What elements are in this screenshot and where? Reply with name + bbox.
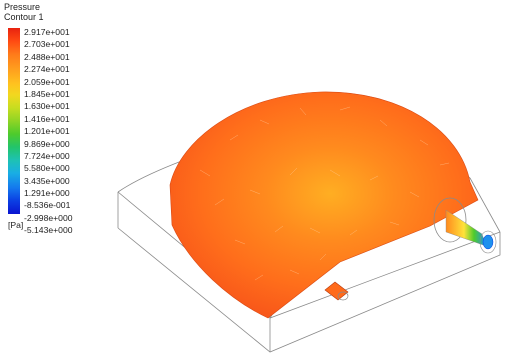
tick-label: 1.845e+001 xyxy=(24,88,70,99)
mesh-speckle xyxy=(199,106,450,281)
legend-body: 2.917e+001 2.703e+001 2.488e+001 2.274e+… xyxy=(4,26,134,235)
tick-label: 7.724e+000 xyxy=(24,150,70,161)
outlet-nozzle xyxy=(433,197,497,254)
tick-label: 9.869e+000 xyxy=(24,138,70,149)
pressure-surface xyxy=(169,91,479,319)
tick-label: -2.998e+000 xyxy=(24,212,73,223)
tick-label: 2.488e+001 xyxy=(24,51,70,62)
unit-label: [Pa] xyxy=(8,220,24,230)
tick-label: 2.917e+001 xyxy=(24,27,70,37)
legend-subtitle: Contour 1 xyxy=(4,12,44,22)
colorbar-ticks: 2.917e+001 2.703e+001 2.488e+001 2.274e+… xyxy=(24,26,73,237)
inlet-pipe xyxy=(324,281,349,301)
tick-label: 2.274e+001 xyxy=(24,64,70,75)
tick-label: -5.143e+000 xyxy=(24,225,73,236)
tick-label: 1.630e+001 xyxy=(24,101,70,112)
tick-label: 3.435e+000 xyxy=(24,175,70,186)
tick-label: 2.703e+001 xyxy=(24,39,70,50)
tick-label: 1.291e+000 xyxy=(24,188,70,199)
tick-label: 5.580e+000 xyxy=(24,163,70,174)
legend-title: Pressure xyxy=(4,2,41,12)
tick-label: -8.536e-001 xyxy=(24,200,71,211)
pressure-legend: Pressure Contour 1 2.917e+001 2.703e+001… xyxy=(4,2,134,235)
tick-label: 1.416e+001 xyxy=(24,113,70,124)
colorbar xyxy=(8,28,20,214)
tick-label: 2.059e+001 xyxy=(24,76,70,87)
tick-label: 1.201e+001 xyxy=(24,126,70,137)
